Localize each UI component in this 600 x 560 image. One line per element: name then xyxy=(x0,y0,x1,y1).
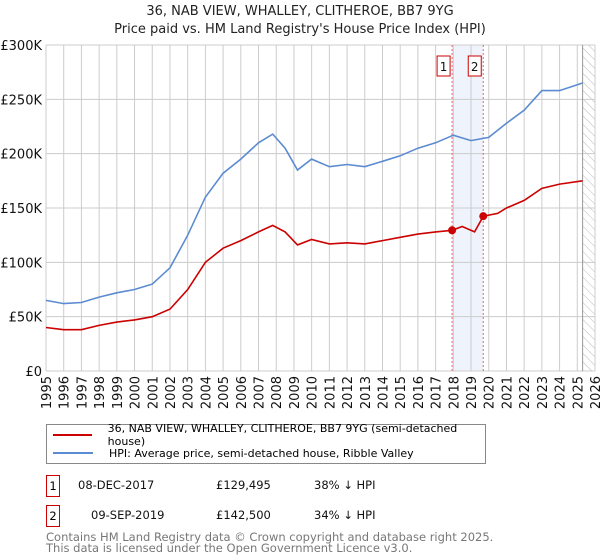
y-tick-label: £250K xyxy=(0,93,42,108)
x-tick-label: 2000 xyxy=(129,376,144,409)
chart-subtitle: Price paid vs. HM Land Registry's House … xyxy=(114,22,486,37)
transaction-date: 08-DEC-2017 xyxy=(78,478,155,492)
x-tick-label: 2011 xyxy=(323,376,338,409)
x-tick-label: 2023 xyxy=(536,376,551,409)
x-tick-label: 2005 xyxy=(217,376,232,409)
y-tick-label: £0 xyxy=(25,365,42,380)
sale-point xyxy=(479,212,488,221)
x-tick-label: 2019 xyxy=(465,376,480,409)
x-tick-label: 2016 xyxy=(412,376,427,409)
y-tick-label: £300K xyxy=(0,39,42,54)
sale-marker-box xyxy=(467,55,482,77)
x-tick-label: 2014 xyxy=(376,376,391,409)
chart-title: 36, NAB VIEW, WHALLEY, CLITHEROE, BB7 9Y… xyxy=(146,4,454,19)
footer-line: This data is licensed under the Open Gov… xyxy=(46,541,413,555)
legend-hpi: HPI: Average price, semi-detached house,… xyxy=(109,446,414,460)
footer: Contains HM Land Registry data © Crown c… xyxy=(46,530,494,555)
x-tick-label: 2007 xyxy=(253,376,268,409)
x-tick-label: 2012 xyxy=(341,376,356,409)
x-tick-label: 2008 xyxy=(270,376,285,409)
x-tick-label: 1999 xyxy=(111,376,126,409)
transaction-badge: 1 xyxy=(46,475,60,497)
x-tick-label: 1995 xyxy=(40,376,55,409)
x-tick-label: 2010 xyxy=(306,376,321,409)
x-tick-label: 2001 xyxy=(146,376,161,409)
x-tick-label: 1997 xyxy=(75,376,90,409)
legend-blue-line xyxy=(53,452,93,454)
transaction-price: £129,495 xyxy=(216,478,271,492)
footer-line: Contains HM Land Registry data © Crown c… xyxy=(46,530,494,544)
sale-marker-label: 2 xyxy=(471,60,479,74)
x-tick-label: 2002 xyxy=(164,376,179,409)
y-tick-label: £150K xyxy=(0,202,42,217)
series-line xyxy=(45,82,583,305)
x-tick-label: 2009 xyxy=(288,376,303,409)
x-tick-label: 2006 xyxy=(235,376,250,409)
x-tick-label: 2024 xyxy=(554,376,569,409)
transaction-delta: 38% ↓ HPI xyxy=(314,478,376,492)
x-tick-label: 2021 xyxy=(500,376,515,409)
x-tick-label: 2003 xyxy=(182,376,197,409)
x-tick-label: 2025 xyxy=(571,376,586,409)
x-tick-label: 2004 xyxy=(199,376,214,409)
sale-marker-label: 1 xyxy=(440,60,448,74)
x-tick-label: 2013 xyxy=(359,376,374,409)
transaction-date: 09-SEP-2019 xyxy=(91,508,165,522)
sale-marker-box xyxy=(436,55,451,77)
x-tick-label: 1996 xyxy=(58,376,73,409)
legend-red-line xyxy=(53,434,92,436)
transaction-badge: 2 xyxy=(46,505,60,527)
x-tick-label: 2017 xyxy=(430,376,445,409)
x-tick-label: 1998 xyxy=(93,376,108,409)
y-tick-label: £200K xyxy=(0,148,42,163)
legend: 36, NAB VIEW, WHALLEY, CLITHEROE, BB7 9Y… xyxy=(46,422,486,464)
y-tick-label: £50K xyxy=(9,311,43,326)
transaction-delta: 34% ↓ HPI xyxy=(314,508,376,522)
transaction-price: £142,500 xyxy=(216,508,271,522)
sale-point xyxy=(448,226,457,235)
legend-property: 36, NAB VIEW, WHALLEY, CLITHEROE, BB7 9Y… xyxy=(107,422,458,448)
x-tick-label: 2015 xyxy=(394,376,409,409)
x-tick-label: 2018 xyxy=(447,376,462,409)
x-tick-label: 2020 xyxy=(483,376,498,409)
x-tick-label: 2026 xyxy=(589,376,600,409)
y-tick-label: £100K xyxy=(0,256,42,271)
series-line xyxy=(45,180,583,331)
x-tick-label: 2022 xyxy=(518,376,533,409)
